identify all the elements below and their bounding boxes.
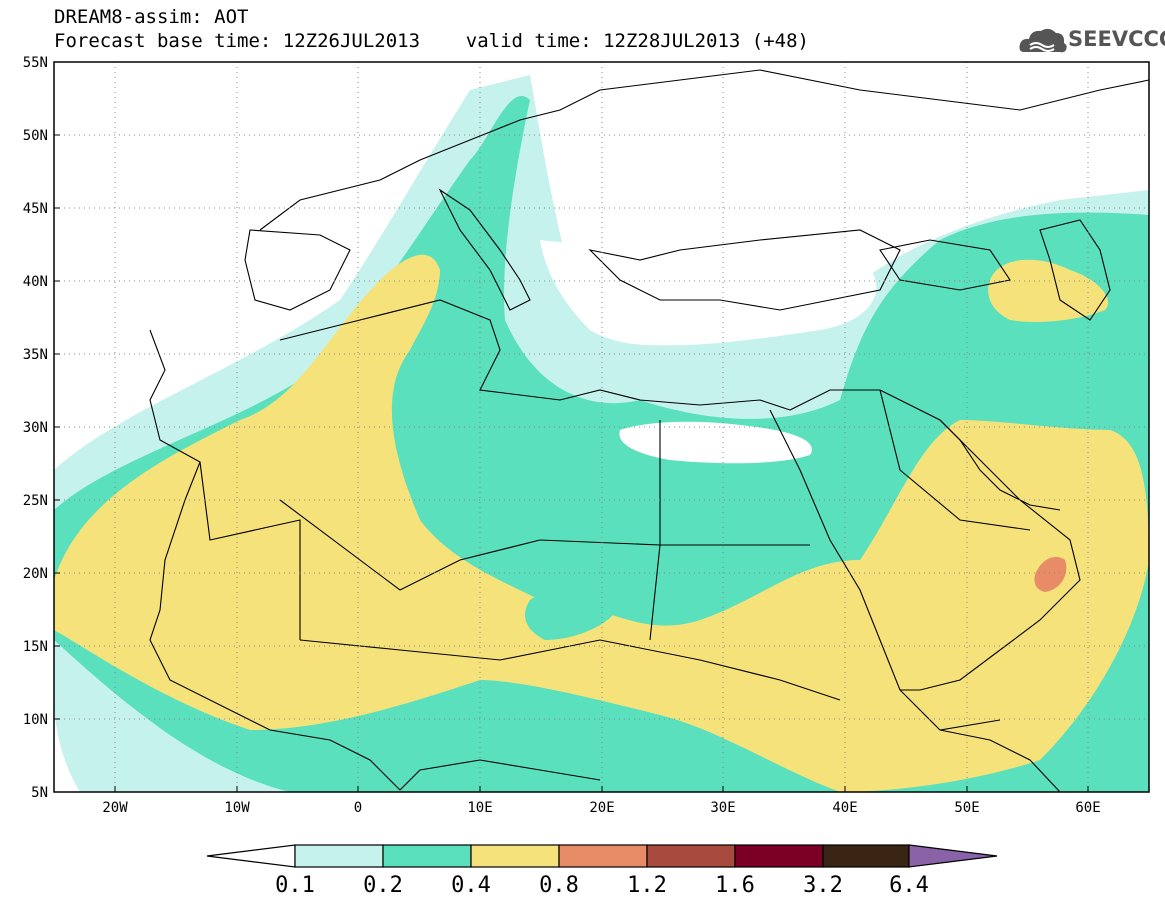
aot-band-0.8: [1034, 556, 1067, 592]
border-sahara-4: [649, 420, 661, 641]
chart-title: DREAM8-assim: AOT: [54, 6, 249, 28]
lon-label: 60E: [1075, 800, 1100, 816]
ticks: [54, 61, 1089, 793]
lat-label: 5N: [31, 785, 48, 801]
coastline-caspian: [1039, 219, 1111, 321]
lon-label: 20E: [589, 800, 614, 816]
aot-band-0.4: [54, 254, 1149, 792]
colorbar-label: 0.2: [363, 873, 403, 898]
coastline-north-africa: [279, 299, 791, 411]
colorbar-label: 0.8: [539, 873, 579, 898]
lat-label: 25N: [23, 493, 48, 509]
colorbar-swatch: [822, 844, 910, 868]
aot-band-0.2-pocket: [525, 585, 620, 640]
coastline-somalia: [939, 729, 1061, 792]
colorbar-arrow-left: [206, 844, 296, 868]
colorbar-labels: 0.1 0.2 0.4 0.8 1.2 1.6 3.2 6.4: [275, 873, 929, 898]
lat-label: 50N: [23, 128, 48, 144]
lat-label: 20N: [23, 566, 48, 582]
lon-labels: 20W 10W 0 10E 20E 30E 40E 50E 60E: [102, 800, 1100, 816]
grid: [54, 62, 1149, 792]
lat-label: 30N: [23, 420, 48, 436]
colorbar-arrow-right: [908, 844, 998, 868]
lon-label: 20W: [102, 800, 128, 816]
colorbar-label: 0.4: [451, 873, 491, 898]
border-central-africa: [299, 639, 841, 701]
colorbar-swatch: [558, 844, 648, 868]
colorbar-label: 6.4: [889, 873, 929, 898]
coastline-iberia: [244, 229, 351, 311]
lat-labels: 55N 50N 45N 40N 35N 30N 25N 20N 15N 10N …: [23, 55, 48, 801]
coastline-west-africa: [149, 329, 401, 791]
coastline-persian-gulf: [939, 419, 1061, 511]
coastline-italy: [438, 188, 531, 311]
colorbar-swatch: [734, 844, 824, 868]
colorbar-swatch: [646, 844, 736, 868]
colorbar-label: 1.2: [627, 873, 667, 898]
logo-text: SEEVCCC: [1068, 27, 1165, 51]
lon-label: 50E: [954, 800, 979, 816]
aot-clear-area-2: [540, 240, 877, 346]
colorbar-label: 1.6: [715, 873, 755, 898]
aot-band-0.4-caspian: [988, 259, 1109, 322]
colorbar-swatch: [294, 844, 384, 868]
border-sahara-2: [279, 499, 541, 591]
border-arabia: [879, 389, 1031, 531]
aot-band-0.2-pocket-2: [434, 337, 486, 437]
colorbar-label: 3.2: [803, 873, 843, 898]
colorbar-label: 0.1: [275, 873, 315, 898]
coastline-gulf-of-guinea: [399, 759, 601, 791]
lat-label: 15N: [23, 639, 48, 655]
coastline-red-sea: [769, 409, 1001, 731]
coastlines: [149, 69, 1149, 792]
coastline-europe: [259, 69, 1149, 231]
lat-label: 45N: [23, 201, 48, 217]
colorbar: [206, 844, 998, 868]
lat-label: 55N: [23, 55, 48, 71]
chart-subtitle: Forecast base time: 12Z26JUL2013 valid t…: [54, 30, 809, 52]
lat-label: 35N: [23, 347, 48, 363]
lon-label: 10E: [467, 800, 492, 816]
colorbar-swatch: [470, 844, 560, 868]
cloud-icon: [1019, 28, 1067, 53]
coastline-greece-turkey: [588, 229, 901, 311]
colorbar-swatch: [382, 844, 472, 868]
lat-label: 10N: [23, 712, 48, 728]
lon-label: 30E: [710, 800, 735, 816]
border-sahara-1: [199, 461, 301, 640]
aot-clear-area: [619, 421, 812, 464]
lat-label: 40N: [23, 274, 48, 290]
lon-label: 10W: [224, 800, 250, 816]
lon-label: 0: [354, 800, 362, 816]
lon-label: 40E: [832, 800, 857, 816]
coastline-black-sea: [879, 239, 1011, 291]
